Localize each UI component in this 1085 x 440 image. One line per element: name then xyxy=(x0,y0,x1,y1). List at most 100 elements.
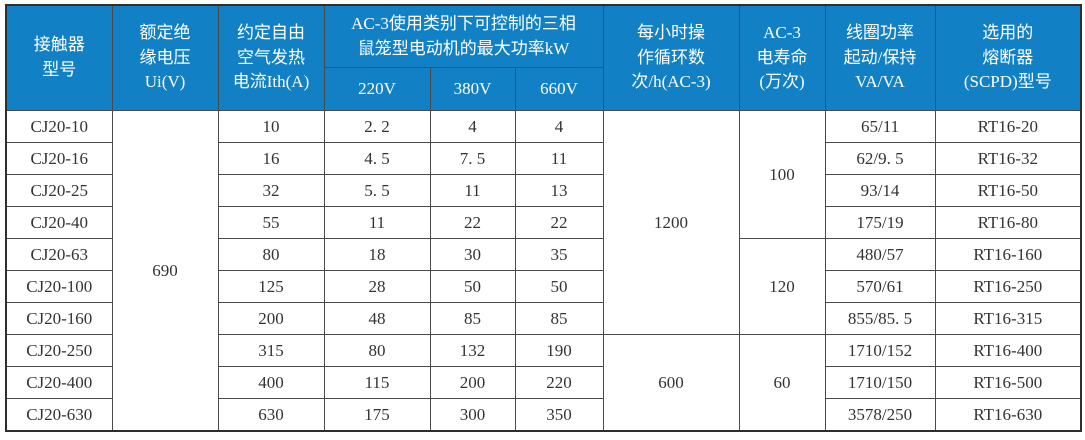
cell-coil: 65/11 xyxy=(824,110,936,143)
cell-p380: 132 xyxy=(429,334,516,367)
header-row-sub: 220V 380V 660V xyxy=(6,67,1081,111)
header-coil-power: 线圈功率 起动/保持 VA/VA xyxy=(824,4,936,111)
cell-p660: 50 xyxy=(514,270,604,303)
cell-p220: 175 xyxy=(323,398,431,432)
cell-model: CJ20-100 xyxy=(5,270,113,303)
cell-fuse: RT16-20 xyxy=(934,110,1082,143)
table-row: CJ20-25 32 5. 5 11 13 93/14 RT16-50 xyxy=(5,174,1082,207)
cell-p660: 11 xyxy=(514,142,604,175)
cell-fuse: RT16-400 xyxy=(934,334,1082,367)
cell-ith: 16 xyxy=(217,142,325,175)
cell-model: CJ20-400 xyxy=(5,366,113,399)
cell-model: CJ20-630 xyxy=(5,398,113,432)
cell-fuse: RT16-50 xyxy=(934,174,1082,207)
cell-ui-voltage: 690 xyxy=(111,110,219,432)
cell-life-mid: 120 xyxy=(738,238,826,335)
header-sub-220v: 220V xyxy=(323,67,431,111)
table-row: CJ20-10 690 10 2. 2 4 4 1200 100 65/11 R… xyxy=(5,110,1082,432)
cell-coil: 1710/152 xyxy=(824,334,936,367)
cell-p220: 115 xyxy=(323,366,431,399)
header-cycles-per-hour: 每小时操 作循环数 次/h(AC-3) xyxy=(602,4,740,111)
contactor-spec-table: 接触器 型号 额定绝 缘电压 Ui(V) 约定自由 空气发热 电流Ith(A) … xyxy=(5,4,1083,432)
cell-ith: 315 xyxy=(217,334,325,367)
cell-p220: 18 xyxy=(323,238,431,271)
header-contactor-model: 接触器 型号 xyxy=(5,4,113,111)
cell-p380: 4 xyxy=(429,110,516,143)
cell-p380: 85 xyxy=(429,302,516,335)
cell-model: CJ20-16 xyxy=(5,142,113,175)
table-row: CJ20-40 55 11 22 22 175/19 RT16-80 xyxy=(5,206,1082,239)
cell-ith: 32 xyxy=(217,174,325,207)
cell-life-bottom: 60 xyxy=(738,334,826,432)
table-row: CJ20-400 400 115 200 220 1710/150 RT16-5… xyxy=(5,366,1082,399)
cell-fuse: RT16-32 xyxy=(934,142,1082,175)
cell-coil: 175/19 xyxy=(824,206,936,239)
cell-p220: 28 xyxy=(323,270,431,303)
cell-ith: 80 xyxy=(217,238,325,271)
cell-p660: 220 xyxy=(514,366,604,399)
cell-ith: 10 xyxy=(217,110,325,143)
cell-p220: 48 xyxy=(323,302,431,335)
cell-coil: 570/61 xyxy=(824,270,936,303)
cell-ith: 400 xyxy=(217,366,325,399)
cell-coil: 62/9. 5 xyxy=(824,142,936,175)
cell-p380: 200 xyxy=(429,366,516,399)
header-rated-insulation-voltage: 额定绝 缘电压 Ui(V) xyxy=(111,4,219,111)
cell-model: CJ20-160 xyxy=(5,302,113,335)
cell-p660: 350 xyxy=(514,398,604,432)
cell-p380: 300 xyxy=(429,398,516,432)
cell-p220: 80 xyxy=(323,334,431,367)
header-row-main: 接触器 型号 额定绝 缘电压 Ui(V) 约定自由 空气发热 电流Ith(A) … xyxy=(5,4,1082,111)
cell-p380: 11 xyxy=(429,174,516,207)
cell-p380: 50 xyxy=(429,270,516,303)
header-sub-660v: 660V xyxy=(514,67,604,111)
cell-p660: 4 xyxy=(514,110,604,143)
cell-model: CJ20-40 xyxy=(5,206,113,239)
cell-fuse: RT16-500 xyxy=(934,366,1082,399)
cell-coil: 93/14 xyxy=(824,174,936,207)
cell-ith: 55 xyxy=(217,206,325,239)
cell-p220: 2. 2 xyxy=(323,110,431,143)
cell-cycles-top: 1200 xyxy=(602,110,740,335)
header-ac3-max-power: AC-3使用类别下可控制的三相 鼠笼型电动机的最大功率kW xyxy=(323,4,604,68)
cell-model: CJ20-63 xyxy=(5,238,113,271)
cell-fuse: RT16-250 xyxy=(934,270,1082,303)
table-row: CJ20-100 125 28 50 50 570/61 RT16-250 xyxy=(5,270,1082,303)
cell-p220: 11 xyxy=(323,206,431,239)
cell-p220: 5. 5 xyxy=(323,174,431,207)
cell-fuse: RT16-315 xyxy=(934,302,1082,335)
table-row: CJ20-630 630 175 300 350 3578/250 RT16-6… xyxy=(5,398,1082,432)
table-row: CJ20-160 200 48 85 85 855/85. 5 RT16-315 xyxy=(5,302,1082,335)
cell-p220: 4. 5 xyxy=(323,142,431,175)
cell-p380: 22 xyxy=(429,206,516,239)
cell-model: CJ20-250 xyxy=(5,334,113,367)
header-sub-380v: 380V xyxy=(429,67,516,111)
table-row: CJ20-250 315 80 132 190 600 60 1710/152 … xyxy=(5,334,1082,432)
cell-life-top: 100 xyxy=(738,110,826,239)
table-row: CJ20-63 80 18 30 35 120 480/57 RT16-160 xyxy=(5,238,1082,335)
cell-p660: 190 xyxy=(514,334,604,367)
cell-fuse: RT16-160 xyxy=(934,238,1082,271)
cell-model: CJ20-25 xyxy=(5,174,113,207)
header-ac3-electrical-life: AC-3 电寿命 (万次) xyxy=(738,4,826,111)
cell-ith: 125 xyxy=(217,270,325,303)
cell-p660: 22 xyxy=(514,206,604,239)
cell-fuse: RT16-630 xyxy=(934,398,1082,432)
header-free-air-thermal-current: 约定自由 空气发热 电流Ith(A) xyxy=(217,4,325,111)
cell-coil: 3578/250 xyxy=(824,398,936,432)
header-fuse-type: 选用的 熔断器 (SCPD)型号 xyxy=(934,4,1082,111)
cell-coil: 480/57 xyxy=(824,238,936,271)
cell-coil: 855/85. 5 xyxy=(824,302,936,335)
cell-p660: 85 xyxy=(514,302,604,335)
cell-p660: 13 xyxy=(514,174,604,207)
cell-p380: 7. 5 xyxy=(429,142,516,175)
cell-coil: 1710/150 xyxy=(824,366,936,399)
table-row: CJ20-16 16 4. 5 7. 5 11 62/9. 5 RT16-32 xyxy=(5,142,1082,175)
cell-p380: 30 xyxy=(429,238,516,271)
cell-model: CJ20-10 xyxy=(5,110,113,143)
cell-cycles-bottom: 600 xyxy=(602,334,740,432)
cell-ith: 200 xyxy=(217,302,325,335)
cell-fuse: RT16-80 xyxy=(934,206,1082,239)
cell-ith: 630 xyxy=(217,398,325,432)
